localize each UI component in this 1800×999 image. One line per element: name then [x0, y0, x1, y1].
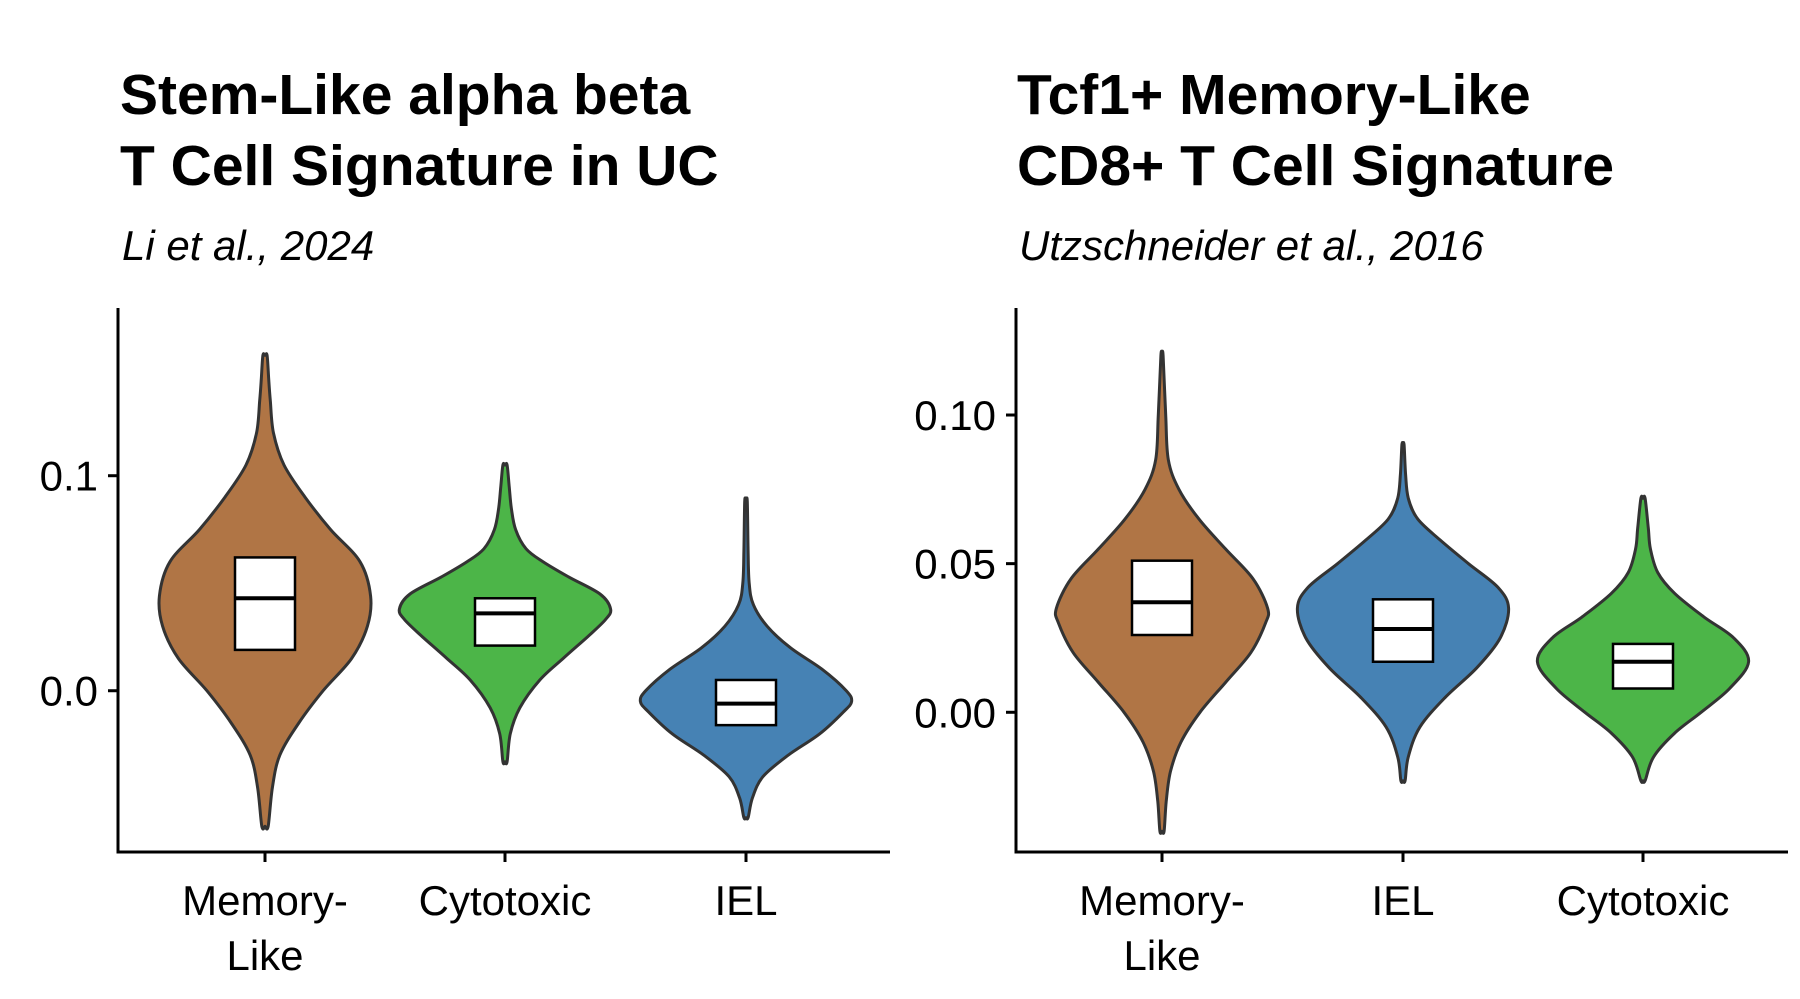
violin-plot-right: Memory- Like IEL Cytotoxic 0.00 0.05 0.10	[914, 308, 1788, 979]
chart-title-line-1: Stem-Like alpha beta	[120, 63, 691, 127]
iqr-box-1	[473, 597, 537, 647]
x-tick-label: Cytotoxic	[419, 877, 592, 924]
y-tick-label: 0.0	[40, 668, 98, 715]
violin-2	[638, 496, 854, 821]
x-tick-label: Like	[226, 932, 303, 979]
x-tick-label: Memory-	[1079, 877, 1245, 924]
y-tick-label: 0.1	[40, 453, 98, 500]
chart-panel-right: Tcf1+ Memory-Like CD8+ T Cell Signature …	[900, 0, 1800, 999]
x-tick-label: IEL	[1371, 877, 1434, 924]
x-tick-label: Cytotoxic	[1557, 877, 1730, 924]
violin-2	[1535, 494, 1751, 784]
x-tick-label: Memory-	[182, 877, 348, 924]
chart-subtitle: Utzschneider et al., 2016	[1019, 222, 1484, 269]
violin-plot-left: Memory- Like Cytotoxic IEL 0.0 0.1	[40, 308, 890, 979]
iqr-box-0	[1130, 559, 1194, 637]
iqr-box-2	[1611, 642, 1675, 690]
chart-subtitle: Li et al., 2024	[122, 222, 375, 269]
y-tick-label: 0.05	[914, 541, 996, 588]
chart-title-line-2: T Cell Signature in UC	[120, 134, 719, 198]
y-tick-label: 0.00	[914, 689, 996, 736]
x-tick-label: IEL	[714, 877, 777, 924]
chart-title-line-1: Tcf1+ Memory-Like	[1017, 63, 1531, 127]
x-tick-label: Like	[1123, 932, 1200, 979]
y-tick-label: 0.10	[914, 392, 996, 439]
chart-panel-left: Stem-Like alpha beta T Cell Signature in…	[40, 63, 890, 979]
iqr-box-0	[233, 556, 297, 652]
chart-title-line-2: CD8+ T Cell Signature	[1017, 134, 1615, 198]
